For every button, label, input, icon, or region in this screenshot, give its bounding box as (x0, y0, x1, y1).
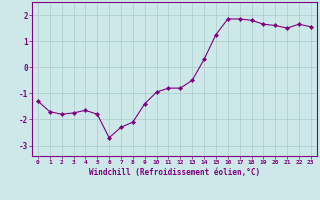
X-axis label: Windchill (Refroidissement éolien,°C): Windchill (Refroidissement éolien,°C) (89, 168, 260, 177)
